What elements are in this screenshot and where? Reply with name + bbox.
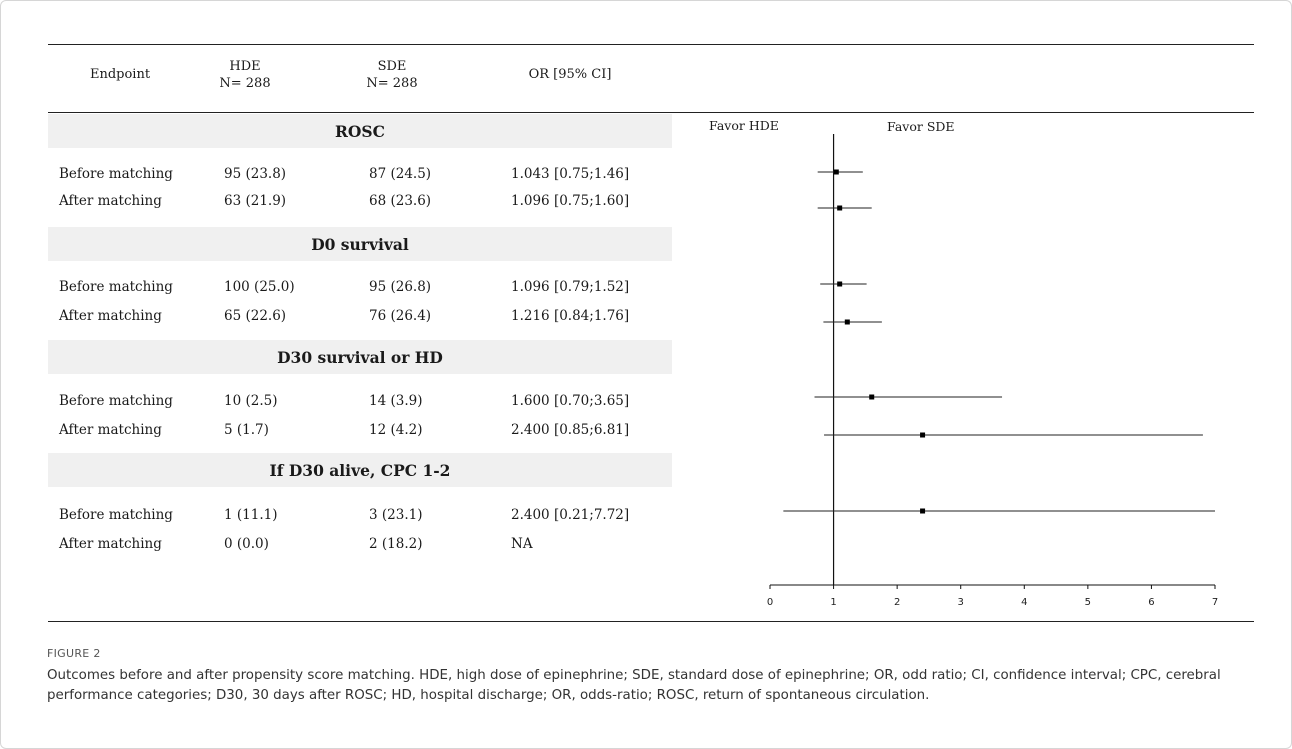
figure-caption: Outcomes before and after propensity sco… [47, 668, 1221, 703]
x-tick-label: 1 [830, 597, 836, 608]
hde-value: 1 (11.1) [224, 507, 278, 523]
hde-value: 95 (23.8) [224, 166, 287, 182]
row-label: After matching [59, 308, 162, 324]
hde-value: 100 (25.0) [224, 279, 295, 295]
or-value: 2.400 [0.85;6.81] [511, 422, 630, 438]
or-value: 1.096 [0.79;1.52] [511, 279, 630, 295]
row-label: Before matching [59, 507, 173, 523]
favor-hde-label: Favor HDE [709, 118, 779, 133]
x-tick-label: 2 [894, 597, 900, 608]
hde-value: 5 (1.7) [224, 422, 269, 438]
header-hde-n: N= 288 [219, 76, 271, 91]
favor-sde-label: Favor SDE [887, 119, 955, 134]
sde-value: 76 (26.4) [369, 308, 432, 324]
section-header: ROSC [48, 114, 672, 148]
forest-plot: Favor HDE Favor SDE 0 1 2 3 4 5 6 7 [709, 118, 1218, 608]
header-sde: SDE N= 288 [342, 58, 442, 92]
sde-value: 14 (3.9) [369, 393, 423, 409]
top-rule [48, 44, 1254, 45]
section-title: If D30 alive, CPC 1-2 [269, 461, 451, 480]
section-header: D0 survival [48, 227, 672, 261]
hde-value: 0 (0.0) [224, 536, 269, 552]
header-sde-n: N= 288 [366, 76, 418, 91]
x-tick-label: 4 [1021, 597, 1027, 608]
x-tick-label: 7 [1212, 597, 1218, 608]
or-point [837, 281, 843, 287]
or-value: 1.216 [0.84;1.76] [511, 308, 630, 324]
or-point [844, 319, 850, 325]
section-header: If D30 alive, CPC 1-2 [48, 453, 672, 487]
hde-value: 10 (2.5) [224, 393, 278, 409]
header-rule [48, 112, 1254, 113]
sde-value: 95 (26.8) [369, 279, 432, 295]
or-point [837, 205, 843, 211]
or-value: 1.096 [0.75;1.60] [511, 193, 630, 209]
section-title: D30 survival or HD [277, 348, 443, 367]
sde-value: 12 (4.2) [369, 422, 423, 438]
x-tick-label: 5 [1085, 597, 1091, 608]
section-title: D0 survival [311, 235, 409, 254]
x-tick-label: 6 [1148, 597, 1154, 608]
x-tick-label: 3 [958, 597, 964, 608]
or-point [920, 432, 926, 438]
sde-value: 3 (23.1) [369, 507, 423, 523]
sde-value: 87 (24.5) [369, 166, 432, 182]
section-header: D30 survival or HD [48, 340, 672, 374]
row-label: Before matching [59, 279, 173, 295]
row-label: After matching [59, 422, 162, 438]
section-title: ROSC [335, 122, 385, 141]
or-value: 1.043 [0.75;1.46] [511, 166, 630, 182]
or-value: 2.400 [0.21;7.72] [511, 507, 630, 523]
or-value: 1.600 [0.70;3.65] [511, 393, 630, 409]
row-label: After matching [59, 536, 162, 552]
row-label: Before matching [59, 166, 173, 182]
header-endpoint: Endpoint [89, 67, 151, 82]
or-point [869, 394, 875, 400]
x-tick-label: 0 [767, 597, 773, 608]
row-label: Before matching [59, 393, 173, 409]
header-sde-label: SDE [377, 59, 407, 74]
hde-value: 63 (21.9) [224, 193, 287, 209]
bottom-rule [48, 621, 1254, 622]
header-or: OR [95% CI] [528, 67, 612, 82]
sde-value: 68 (23.6) [369, 193, 432, 209]
hde-value: 65 (22.6) [224, 308, 287, 324]
header-hde-label: HDE [229, 59, 261, 74]
header-hde: HDE N= 288 [195, 58, 295, 92]
row-label: After matching [59, 193, 162, 209]
sde-value: 2 (18.2) [369, 536, 423, 552]
or-value: NA [511, 536, 533, 552]
figure-label: FIGURE 2 [47, 647, 101, 660]
or-point [833, 169, 839, 175]
or-point [920, 508, 926, 514]
